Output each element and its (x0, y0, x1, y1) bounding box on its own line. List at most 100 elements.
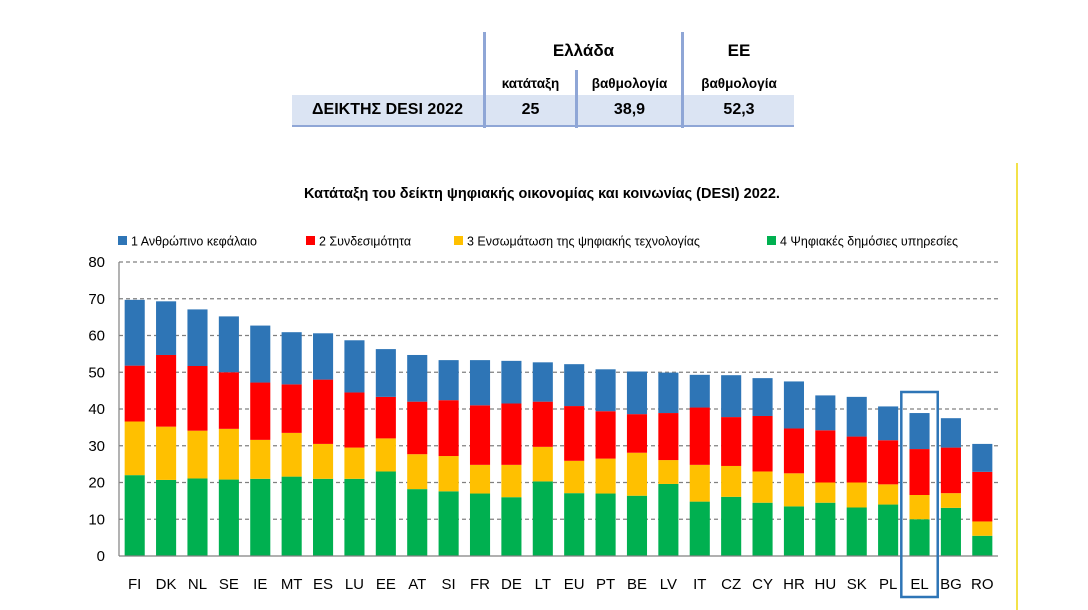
x-tick-label: CY (752, 576, 773, 593)
x-tick-label: EE (376, 576, 396, 593)
bar-stack-ro (972, 443, 993, 556)
bar-segment-human_capital (250, 325, 271, 383)
bar-segment-public_services (469, 493, 491, 556)
x-tick-label: EL (910, 576, 928, 593)
bar-segment-connectivity (595, 411, 616, 459)
legend-label: 4 Ψηφιακές δημόσιες υπηρεσίες (780, 235, 958, 249)
legend-swatch-human_capital (118, 236, 127, 245)
score-eu-value: 52,3 (684, 95, 794, 125)
bar-stack-eu (564, 364, 585, 556)
bar-segment-connectivity (721, 417, 742, 466)
rank-value: 25 (486, 95, 575, 125)
bar-segment-integration (375, 438, 396, 472)
x-tick-label: ES (313, 576, 333, 593)
x-tick-label: SE (219, 576, 239, 593)
legend-label: 3 Ενσωμάτωση της ψηφιακής τεχνολογίας (467, 235, 700, 249)
x-tick-label: PT (596, 576, 615, 593)
bar-segment-public_services (595, 493, 616, 556)
bar-segment-connectivity (281, 384, 302, 433)
bar-stack-ie (250, 325, 271, 556)
x-tick-label: SI (442, 576, 456, 593)
bar-segment-public_services (313, 478, 334, 556)
bar-segment-public_services (626, 495, 648, 556)
bar-stack-lv (658, 372, 679, 556)
bar-segment-integration (344, 447, 365, 479)
x-tick-label: FR (470, 576, 490, 593)
bar-segment-integration (909, 494, 930, 520)
bar-segment-public_services (815, 502, 836, 556)
bar-segment-human_capital (752, 378, 773, 416)
bar-segment-human_capital (281, 332, 302, 385)
bar-stack-es (313, 333, 334, 556)
y-tick-label: 0 (97, 548, 105, 565)
bar-segment-human_capital (156, 301, 177, 355)
bar-segment-integration (626, 452, 648, 496)
x-tick-label: HU (815, 576, 837, 593)
bar-segment-public_services (124, 475, 145, 556)
bar-segment-connectivity (909, 449, 930, 495)
x-tick-label: BE (627, 576, 647, 593)
header-score-greece: βαθμολογία (591, 75, 668, 91)
bar-segment-human_capital (375, 349, 396, 397)
x-tick-label: BG (940, 576, 962, 593)
bar-segment-connectivity (501, 403, 522, 465)
x-tick-label: LT (535, 576, 551, 593)
bar-segment-connectivity (846, 436, 867, 483)
bar-segment-human_capital (438, 360, 459, 401)
y-tick-label: 10 (88, 511, 105, 528)
x-tick-label: LV (660, 576, 677, 593)
bar-segment-integration (721, 465, 742, 497)
bar-segment-integration (972, 521, 993, 536)
bar-stack-dk (156, 301, 177, 556)
bar-segment-integration (595, 458, 616, 494)
bar-segment-integration (501, 464, 522, 498)
bar-segment-human_capital (909, 413, 930, 450)
bar-segment-connectivity (469, 405, 491, 465)
bar-stack-mt (281, 332, 302, 556)
x-tick-label: IT (693, 576, 706, 593)
bar-segment-integration (469, 464, 491, 494)
desi-summary-table: Ελλάδα ΕΕ κατάταξη βαθμολογία βαθμολογία… (292, 32, 794, 128)
x-tick-label: LU (345, 576, 364, 593)
bar-segment-public_services (564, 493, 585, 556)
x-tick-label: EU (564, 576, 585, 593)
bar-segment-integration (124, 421, 145, 476)
bar-segment-connectivity (407, 401, 428, 455)
bar-segment-public_services (344, 478, 365, 556)
bar-segment-connectivity (783, 428, 804, 474)
bar-segment-connectivity (626, 414, 648, 453)
bar-segment-human_capital (846, 396, 867, 437)
bar-segment-integration (187, 430, 208, 479)
bar-segment-connectivity (218, 372, 239, 429)
bar-segment-public_services (218, 479, 239, 556)
bar-segment-public_services (689, 501, 710, 556)
bar-segment-connectivity (940, 447, 961, 494)
bar-segment-public_services (658, 483, 679, 556)
bar-segment-integration (846, 482, 867, 508)
chart-title: Κατάταξη του δείκτη ψηφιακής οικονομίας … (304, 186, 780, 202)
bar-stack-it (689, 374, 710, 556)
bar-segment-integration (532, 446, 553, 482)
bar-segment-human_capital (501, 360, 522, 404)
bar-segment-public_services (909, 519, 930, 556)
bar-segment-integration (940, 493, 961, 508)
bar-segment-human_capital (940, 418, 961, 448)
header-score-eu: βαθμολογία (701, 75, 777, 91)
bar-segment-integration (658, 460, 679, 484)
bar-segment-public_services (407, 489, 428, 556)
bar-stack-pl (878, 406, 899, 556)
x-tick-label: SK (847, 576, 867, 593)
chart-legend: 1 Ανθρώπινο κεφάλαιο 2 Συνδεσιμότητα 3 Ενσ… (118, 235, 958, 249)
bar-segment-public_services (846, 507, 867, 556)
bar-segment-connectivity (689, 407, 710, 465)
highlight-group (900, 390, 939, 599)
table-bottom-rule (292, 125, 794, 127)
x-tick-label: HR (783, 576, 805, 593)
bar-segment-connectivity (658, 413, 679, 461)
y-tick-label: 80 (88, 254, 105, 271)
bar-segment-integration (438, 456, 459, 492)
bar-segment-human_capital (878, 406, 899, 441)
bar-segment-integration (313, 443, 334, 479)
header-greece: Ελλάδα (552, 41, 615, 60)
bar-segment-connectivity (124, 365, 145, 422)
